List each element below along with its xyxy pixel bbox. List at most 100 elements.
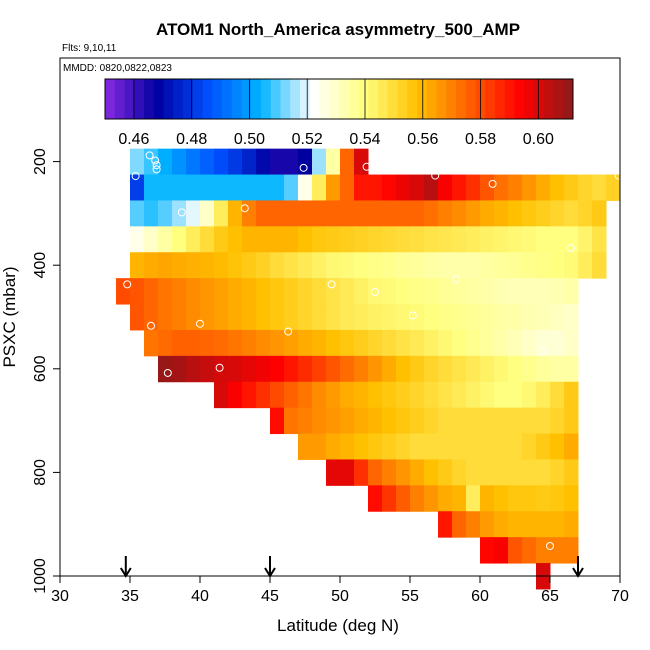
- heatmap-cell: [564, 304, 579, 331]
- heatmap-cell: [284, 226, 299, 253]
- heatmap-cell: [256, 148, 271, 176]
- heatmap-cell: [396, 174, 411, 201]
- heatmap-cell: [256, 226, 271, 253]
- colorbar-tick-label: 0.50: [234, 131, 265, 148]
- heatmap-cell: [424, 252, 439, 279]
- heatmap-cell: [592, 174, 607, 201]
- colorbar-swatch: [329, 79, 340, 119]
- heatmap-cell: [508, 511, 523, 538]
- heatmap-cell: [144, 174, 159, 201]
- heatmap-cell: [550, 174, 565, 201]
- heatmap-cell: [158, 226, 173, 253]
- heatmap-cell: [298, 355, 313, 383]
- colorbar-swatch: [290, 79, 301, 119]
- heatmap-cell: [536, 459, 551, 486]
- heatmap-cell: [508, 252, 523, 279]
- heatmap-cell: [172, 304, 187, 331]
- heatmap-cell: [130, 252, 145, 279]
- heatmap-cell: [466, 200, 481, 227]
- heatmap-cell: [270, 355, 285, 383]
- x-tick-label: 50: [331, 588, 349, 605]
- colorbar-swatch: [417, 79, 428, 119]
- colorbar-swatch: [163, 79, 174, 119]
- heatmap-cell: [536, 537, 551, 564]
- observation-circle: [452, 275, 461, 284]
- heatmap-cell: [438, 511, 453, 538]
- heatmap-cell: [494, 537, 509, 564]
- colorbar-swatch: [144, 79, 155, 119]
- colorbar-swatch: [300, 79, 311, 119]
- y-tick-label: 600: [32, 355, 49, 382]
- heatmap-cell: [410, 459, 425, 486]
- heatmap-cell: [508, 407, 523, 435]
- heatmap-cell: [410, 304, 425, 331]
- heatmap-cell: [396, 329, 411, 357]
- heatmap-cell: [298, 148, 313, 176]
- heatmap-cell: [228, 304, 243, 331]
- heatmap-cell: [550, 381, 565, 409]
- heatmap-cell: [550, 511, 565, 538]
- heatmap-cell: [284, 174, 299, 201]
- heatmap-cell: [298, 381, 313, 409]
- colorbar-frame: [104, 78, 574, 120]
- heatmap-cell: [284, 304, 299, 331]
- colorbar-swatch: [485, 79, 496, 119]
- heatmap-cell: [466, 304, 481, 331]
- heatmap-cell: [270, 174, 285, 201]
- heatmap-cell: [480, 485, 495, 512]
- heatmap-cell: [354, 148, 369, 176]
- heatmap-cell: [564, 407, 579, 435]
- heatmap-cell: [508, 459, 523, 486]
- x-tick-label: 60: [471, 588, 489, 605]
- heatmap-cell: [172, 148, 187, 176]
- heatmap-cell: [228, 148, 243, 176]
- colorbar-swatch: [173, 79, 184, 119]
- heatmap-cell: [354, 200, 369, 227]
- heatmap-cell: [270, 252, 285, 279]
- colorbar-swatch: [251, 79, 262, 119]
- heatmap-cell: [480, 200, 495, 227]
- heatmap-cell: [242, 200, 257, 227]
- observation-circle: [152, 165, 161, 174]
- heatmap-cell: [522, 407, 537, 435]
- heatmap-cell: [200, 355, 215, 383]
- heatmap-cell: [452, 381, 467, 409]
- heatmap-cell: [578, 226, 593, 253]
- heatmap-cell: [536, 381, 551, 409]
- heatmap-cell: [312, 148, 327, 176]
- heatmap-cell: [466, 407, 481, 435]
- heatmap-cell: [312, 304, 327, 331]
- colorbar-swatch: [124, 79, 135, 119]
- heatmap-cell: [494, 381, 509, 409]
- colorbar-swatch: [456, 79, 467, 119]
- heatmap-cell: [410, 329, 425, 357]
- heatmap-cell: [466, 433, 481, 460]
- heatmap-cell: [270, 226, 285, 253]
- colorbar-swatch: [241, 79, 252, 119]
- colorbar-tick-label: 0.56: [407, 131, 438, 148]
- observation-circle: [215, 363, 224, 372]
- y-tick-label: 800: [32, 459, 49, 486]
- heatmap-cell: [564, 511, 579, 538]
- heatmap-cell: [480, 511, 495, 538]
- heatmap-cell: [424, 329, 439, 357]
- heatmap-cell: [256, 304, 271, 331]
- heatmap-cell: [130, 174, 145, 201]
- heatmap-cell: [536, 433, 551, 460]
- colorbar-swatch: [387, 79, 398, 119]
- heatmap-cell: [186, 355, 201, 383]
- heatmap-cell: [466, 252, 481, 279]
- heatmap-cell: [396, 226, 411, 253]
- heatmap-cell: [312, 381, 327, 409]
- heatmap-cell: [494, 355, 509, 383]
- heatmap-cell: [452, 329, 467, 357]
- heatmap-cell: [522, 355, 537, 383]
- heatmap-cell: [410, 485, 425, 512]
- colorbar-swatch: [319, 79, 330, 119]
- observation-circle: [327, 280, 336, 289]
- observation-circle: [546, 541, 554, 550]
- heatmap-cell: [382, 459, 397, 486]
- heatmap-cell: [368, 407, 383, 435]
- heatmap-cell: [550, 252, 565, 279]
- heatmap-cell: [368, 459, 383, 486]
